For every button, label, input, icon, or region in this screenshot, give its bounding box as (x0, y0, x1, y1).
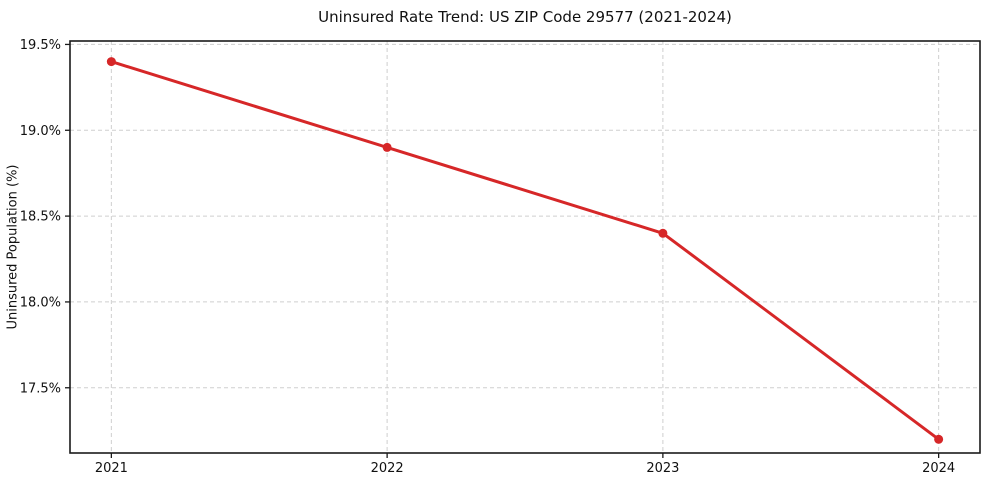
y-tick-label: 17.5% (20, 381, 61, 396)
data-point-marker (934, 434, 944, 444)
chart-title: Uninsured Rate Trend: US ZIP Code 29577 … (318, 8, 732, 26)
x-tick-label: 2024 (922, 461, 955, 476)
x-tick-label: 2021 (95, 461, 128, 476)
y-tick-label: 18.5% (20, 210, 61, 225)
y-tick-label: 18.0% (20, 295, 61, 310)
data-point-marker (382, 142, 392, 152)
y-tick-label: 19.5% (20, 38, 61, 53)
data-point-marker (106, 57, 116, 67)
y-tick-label: 19.0% (20, 124, 61, 139)
x-tick-label: 2022 (371, 461, 404, 476)
trend-line (109, 60, 941, 441)
plot-border (69, 40, 981, 454)
x-tick-label: 2023 (646, 461, 679, 476)
data-point-marker (658, 228, 668, 238)
